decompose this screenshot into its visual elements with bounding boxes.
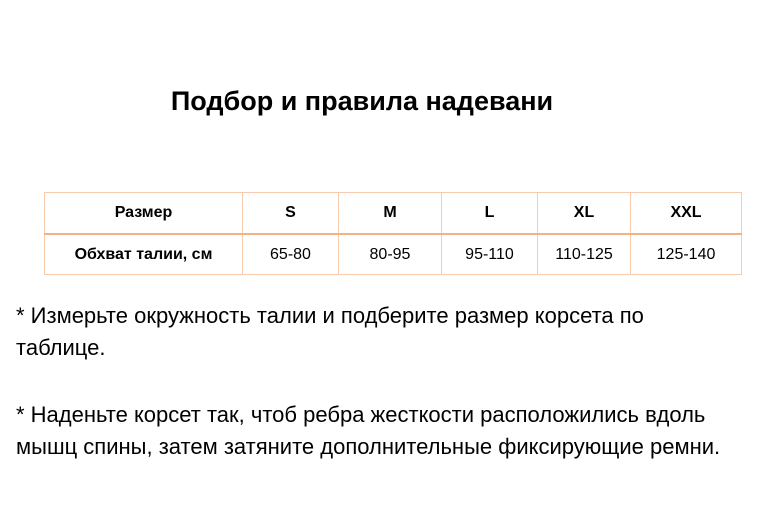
table-row: Обхват талии, см 65-80 80-95 95-110 110-…	[44, 233, 742, 275]
table-cell: 95-110	[441, 233, 538, 275]
page-title: Подбор и правила надевани	[170, 86, 554, 116]
instruction-paragraph: * Измерьте окружность талии и подберите …	[16, 303, 644, 360]
header-cell: XXL	[630, 192, 742, 235]
header-cell: M	[338, 192, 442, 235]
header-cell: S	[242, 192, 339, 235]
table-cell: 125-140	[630, 233, 742, 275]
row-label: Обхват талии, см	[44, 233, 243, 275]
table-cell: 65-80	[242, 233, 339, 275]
table-cell: 110-125	[537, 233, 631, 275]
header-cell: L	[441, 192, 538, 235]
header-cell: Размер	[44, 192, 243, 235]
table-header-row: Размер S M L XL XXL	[44, 192, 742, 235]
instruction-paragraph: * Наденьте корсет так, чтоб ребра жестко…	[16, 402, 721, 459]
size-table: Размер S M L XL XXL Обхват талии, см 65-…	[44, 192, 742, 275]
header-cell: XL	[537, 192, 631, 235]
table-cell: 80-95	[338, 233, 442, 275]
